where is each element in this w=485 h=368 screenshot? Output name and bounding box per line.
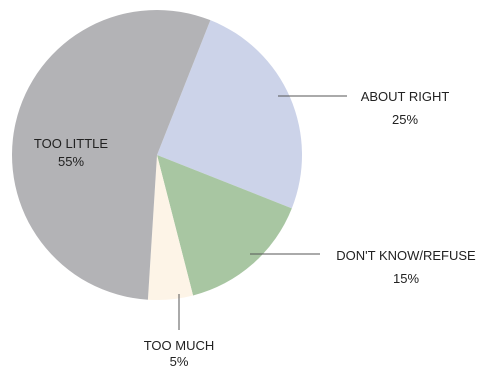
slice-value-about-right: 25% bbox=[392, 112, 418, 127]
slice-label-too-little: TOO LITTLE bbox=[34, 136, 108, 151]
slice-value-dont-know-refuse: 15% bbox=[393, 271, 419, 286]
slice-label-dont-know-refuse: DON'T KNOW/REFUSE bbox=[336, 248, 476, 263]
pie-slice-about-right bbox=[157, 20, 303, 209]
slice-value-too-much: 5% bbox=[170, 354, 189, 368]
pie-slice-too-little bbox=[12, 10, 211, 300]
pie-slice-don-t-know-refuse bbox=[157, 155, 292, 296]
slice-label-too-much: TOO MUCH bbox=[144, 338, 215, 353]
slice-label-about-right: ABOUT RIGHT bbox=[361, 89, 450, 104]
slice-value-too-little: 55% bbox=[58, 154, 84, 169]
pie-slices bbox=[12, 10, 303, 300]
pie-slice-too-much bbox=[147, 155, 194, 300]
leader-lines bbox=[178, 95, 347, 330]
